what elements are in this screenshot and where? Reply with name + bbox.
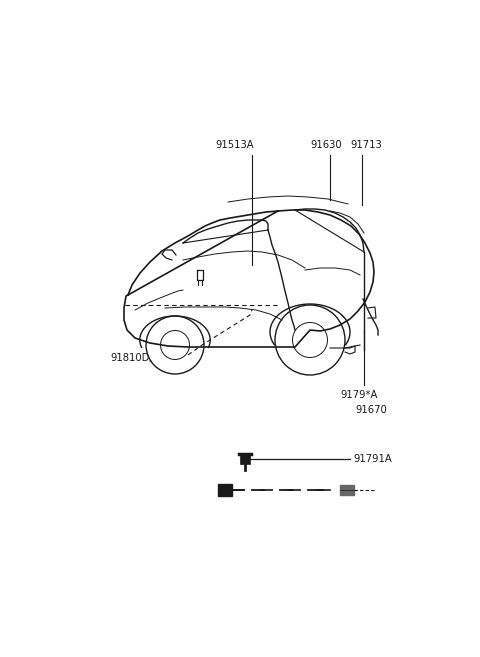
- Bar: [240, 454, 250, 464]
- Polygon shape: [218, 484, 232, 496]
- Circle shape: [275, 305, 345, 375]
- Text: 9179*A: 9179*A: [340, 390, 377, 400]
- Polygon shape: [340, 485, 354, 495]
- Text: 91810D/91810E: 91810D/91810E: [110, 353, 191, 363]
- Circle shape: [292, 323, 327, 357]
- Text: 91670: 91670: [355, 405, 387, 415]
- Text: 91513A: 91513A: [215, 140, 253, 150]
- Text: 91791A: 91791A: [353, 454, 392, 464]
- Circle shape: [160, 330, 190, 359]
- Text: 91630: 91630: [310, 140, 342, 150]
- Circle shape: [146, 316, 204, 374]
- Text: 91713: 91713: [350, 140, 382, 150]
